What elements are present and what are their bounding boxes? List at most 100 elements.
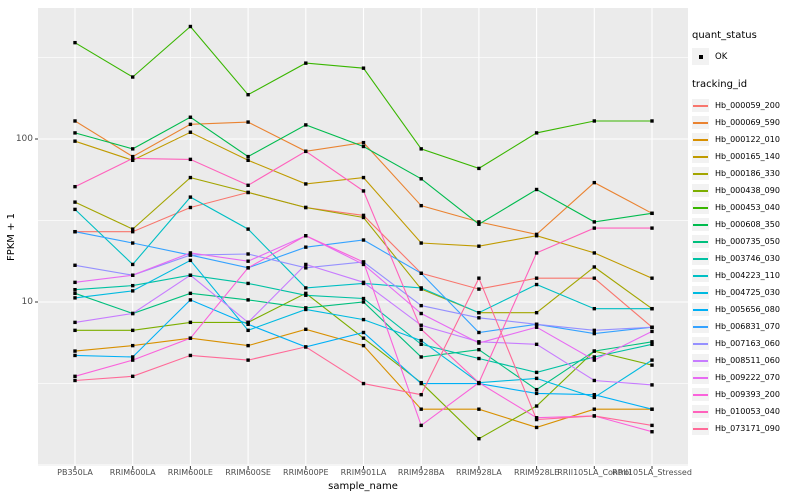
- data-point: [131, 75, 135, 79]
- legend-key-line-icon: [692, 371, 709, 384]
- legend-item-label: Hb_004223_110: [715, 271, 780, 280]
- data-point: [650, 325, 654, 329]
- data-point: [246, 281, 250, 286]
- data-point: [73, 353, 77, 358]
- y-tick-label: 100: [15, 134, 33, 144]
- data-point: [419, 241, 423, 245]
- legend-tracking-id-items: Hb_000059_200 Hb_000069_590 Hb_000122_010 H…: [692, 97, 798, 437]
- data-point: [188, 273, 193, 277]
- data-point: [73, 291, 77, 296]
- data-point: [361, 66, 366, 70]
- legend-color-line: [693, 342, 708, 345]
- legend-item-label: Hb_000186_330: [715, 169, 780, 178]
- data-point: [592, 392, 596, 397]
- x-tick-label: RRIM928BA: [397, 468, 445, 477]
- legend-key-line-icon: [692, 252, 709, 265]
- data-point: [592, 276, 596, 280]
- data-point: [131, 273, 135, 277]
- data-point: [650, 329, 654, 334]
- legend-item-label: Hb_000059_200: [715, 101, 780, 110]
- data-point: [592, 328, 596, 333]
- data-point: [419, 303, 423, 308]
- data-point: [419, 407, 423, 411]
- data-point: [188, 175, 193, 180]
- data-point: [73, 200, 77, 204]
- legend-color-line: [693, 359, 708, 362]
- legend-item-quant-status: OK: [692, 48, 798, 65]
- data-point: [73, 229, 77, 234]
- data-point: [361, 140, 366, 145]
- data-point: [361, 317, 366, 322]
- legend-color-line: [693, 291, 708, 294]
- data-point: [131, 262, 135, 267]
- data-point: [131, 241, 135, 245]
- legend-color-line: [693, 308, 708, 311]
- data-point: [246, 328, 250, 333]
- legend-item-label: Hb_008511_060: [715, 356, 780, 365]
- data-point: [534, 404, 539, 408]
- legend-item-Hb_003746_030: Hb_003746_030: [692, 250, 798, 267]
- legend-key-line-icon: [692, 303, 709, 316]
- data-point: [534, 310, 539, 315]
- data-point: [650, 430, 654, 434]
- legend-color-line: [693, 155, 708, 158]
- data-point: [534, 131, 539, 135]
- legend-item-label: Hb_007163_060: [715, 339, 780, 348]
- x-tick-label: RRII105LA_Control: [557, 468, 632, 477]
- data-point: [419, 338, 423, 343]
- data-point: [592, 349, 596, 353]
- data-point: [131, 147, 135, 151]
- legend-color-line: [693, 172, 708, 175]
- data-point: [361, 336, 366, 340]
- legend-item-Hb_007163_060: Hb_007163_060: [692, 335, 798, 352]
- data-point: [650, 363, 654, 367]
- data-point: [534, 416, 539, 420]
- data-point: [73, 184, 77, 189]
- data-point: [419, 327, 423, 332]
- data-point: [246, 343, 250, 348]
- data-point: [246, 190, 250, 195]
- data-point: [131, 289, 135, 293]
- legend-key-line-icon: [692, 286, 709, 299]
- legend-item-Hb_005656_080: Hb_005656_080: [692, 301, 798, 318]
- data-point: [131, 229, 135, 234]
- legend-color-line: [693, 206, 708, 209]
- data-point: [477, 220, 481, 224]
- data-point: [304, 262, 308, 267]
- data-point: [246, 252, 250, 256]
- data-point: [477, 316, 481, 320]
- data-point: [534, 391, 539, 396]
- data-point: [477, 436, 481, 441]
- data-point: [361, 175, 366, 180]
- data-point: [131, 343, 135, 348]
- x-tick-label: RRII105LA_Stressed: [612, 468, 692, 477]
- x-tick-label: RRIM600LE: [167, 468, 213, 477]
- data-point: [534, 387, 539, 392]
- data-point: [361, 215, 366, 220]
- data-point: [477, 166, 481, 171]
- data-point: [361, 300, 366, 304]
- data-point: [477, 244, 481, 248]
- legend-key-line-icon: [692, 269, 709, 282]
- data-point: [246, 358, 250, 362]
- legend-item-label: Hb_006831_070: [715, 322, 780, 331]
- x-axis-title: sample_name: [328, 481, 398, 492]
- legend-color-line: [693, 376, 708, 379]
- data-point: [419, 311, 423, 316]
- data-point: [73, 378, 77, 383]
- data-point: [73, 328, 77, 333]
- legend-key-line-icon: [692, 405, 709, 418]
- data-point: [188, 353, 193, 358]
- legend-item-Hb_006831_070: Hb_006831_070: [692, 318, 798, 335]
- data-point: [188, 291, 193, 296]
- data-point: [304, 245, 308, 249]
- legend-key-line-icon: [692, 133, 709, 146]
- data-point: [534, 325, 539, 329]
- x-tick-label: RRIM600LA: [109, 468, 156, 477]
- legend-key-line-icon: [692, 116, 709, 129]
- legend-color-line: [693, 427, 708, 430]
- data-point: [131, 311, 135, 316]
- legend-item-Hb_073171_090: Hb_073171_090: [692, 420, 798, 437]
- data-point: [534, 322, 539, 326]
- legend-item-label: Hb_000165_140: [715, 152, 780, 161]
